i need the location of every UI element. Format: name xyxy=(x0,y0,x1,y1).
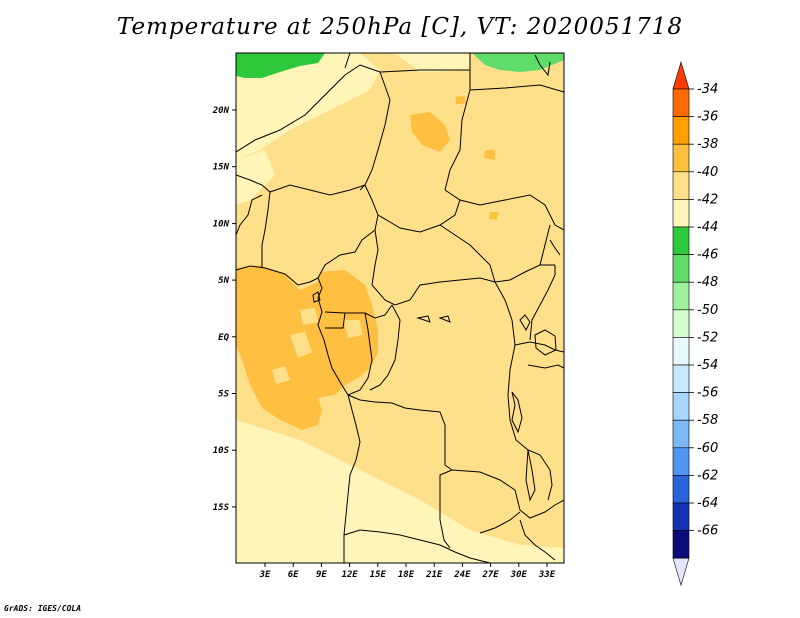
colorbar-label: -52 xyxy=(697,330,718,345)
colorbar-swatch xyxy=(672,309,690,338)
grads-credit: GrADS: IGES/COLA xyxy=(4,604,82,613)
lon-tick-label: 9E xyxy=(316,570,327,580)
colorbar-swatch xyxy=(672,171,690,200)
colorbar-swatch xyxy=(672,116,690,145)
colorbar-label: -58 xyxy=(697,413,718,428)
colorbar-label: -40 xyxy=(697,165,718,180)
lon-tick-label: 12E xyxy=(341,570,358,580)
lat-tick-label: 20N xyxy=(212,106,230,116)
lat-tick-label: 5S xyxy=(218,390,229,400)
colorbar-swatch xyxy=(672,502,690,531)
lon-tick-label: 15E xyxy=(370,570,387,580)
lon-tick-label: 6E xyxy=(288,570,299,580)
temperature-field xyxy=(236,53,564,563)
colorbar-label: -46 xyxy=(697,248,718,263)
country-borders xyxy=(236,53,564,563)
colorbar-label: -66 xyxy=(697,524,718,539)
colorbar-swatch xyxy=(672,364,690,393)
lat-tick-label: 5N xyxy=(218,276,229,286)
lat-tick-label: EQ xyxy=(218,333,229,343)
map-title: Temperature at 250hPa [C], VT: 202005171… xyxy=(116,14,684,40)
colorbar-label: -56 xyxy=(697,386,718,401)
colorbar-swatch xyxy=(672,143,690,173)
lon-tick-label: 21E xyxy=(425,570,443,580)
lon-axis: 3E 6E 9E 12E 15E 18E 21E 24E 27E 30E 33E xyxy=(259,563,556,580)
colorbar-swatch xyxy=(672,226,690,255)
lon-tick-label: 24E xyxy=(453,570,471,580)
colorbar-label: -54 xyxy=(697,358,718,373)
colorbar-swatch xyxy=(672,475,690,504)
lat-tick-label: 10N xyxy=(213,219,230,229)
colorbar-swatch xyxy=(672,254,690,283)
colorbar-label: -50 xyxy=(697,303,718,318)
colorbar-swatch xyxy=(672,392,690,421)
colorbar-swatch xyxy=(672,88,690,117)
colorbar-swatch xyxy=(672,419,690,449)
lat-axis: 20N 15N 10N 5N EQ 5S 10S 15S xyxy=(212,106,236,513)
lon-tick-label: 33E xyxy=(538,570,556,580)
lon-tick-label: 18E xyxy=(398,570,415,580)
colorbar-swatch xyxy=(672,337,690,366)
colorbar-label: -60 xyxy=(697,441,718,456)
colorbar-label: -42 xyxy=(697,192,718,207)
colorbar-label: -62 xyxy=(697,468,718,483)
colorbar-swatch xyxy=(672,447,690,476)
colorbar-label: -34 xyxy=(697,82,718,97)
lat-tick-label: 15N xyxy=(213,163,230,173)
colorbar-swatch xyxy=(672,281,690,311)
lat-tick-label: 10S xyxy=(213,446,230,456)
colorbar-swatch xyxy=(672,199,690,228)
colorbar-label: -38 xyxy=(697,137,718,152)
colorbar: -34 -36 -38 -40 -42 -44 -46 -48 -50 -52 -54 -56 -58 -… xyxy=(672,60,718,587)
lon-tick-label: 3E xyxy=(259,570,271,580)
lat-tick-label: 15S xyxy=(213,503,230,513)
lakes xyxy=(312,291,557,502)
colorbar-bottom-arrow xyxy=(672,557,690,587)
colorbar-label: -36 xyxy=(697,110,718,125)
colorbar-label: -48 xyxy=(697,275,718,290)
colorbar-label: -44 xyxy=(697,220,718,235)
lon-tick-label: 30E xyxy=(510,570,528,580)
lon-tick-label: 27E xyxy=(481,570,499,580)
colorbar-top-arrow xyxy=(672,60,690,90)
colorbar-swatch xyxy=(672,530,690,559)
map-frame xyxy=(235,52,565,564)
colorbar-label: -64 xyxy=(697,496,718,511)
